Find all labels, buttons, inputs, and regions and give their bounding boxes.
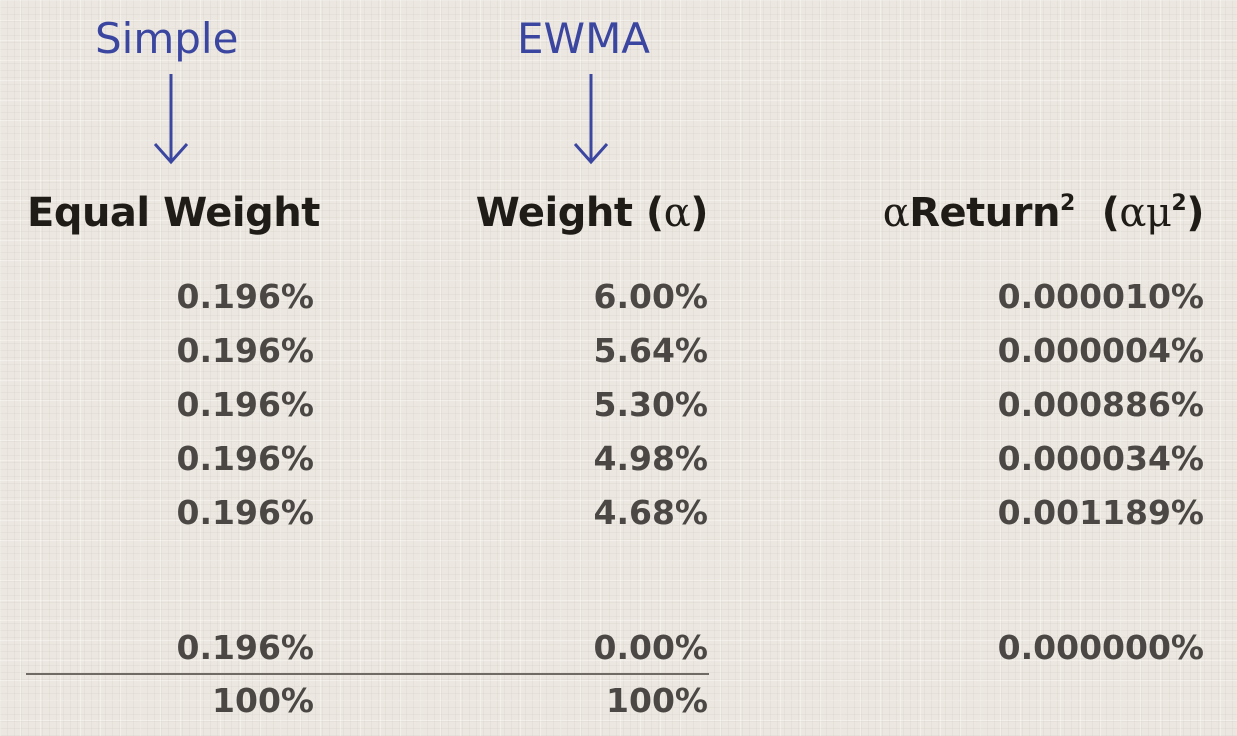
alpha-return-value: 0.000010% (997, 277, 1204, 316)
ewma-weight-value: 0.00% (593, 628, 709, 667)
ewma-weight-value: 5.64% (593, 331, 709, 370)
alpha-return-value: 0.000000% (997, 628, 1204, 667)
equal-weight-value: 0.196% (176, 277, 314, 316)
mu-symbol: μ (1145, 190, 1172, 236)
alpha-return-value: 0.000034% (997, 439, 1204, 478)
alpha-return-value: 0.000886% (997, 385, 1204, 424)
equal-weight-value: 0.196% (176, 628, 314, 667)
weight-alpha-header: Weight (α) (475, 190, 709, 236)
superscript-two: 2 (1171, 191, 1187, 216)
superscript-two: 2 (1059, 191, 1075, 216)
ewma-weight-value: 4.68% (593, 493, 709, 532)
equal-weight-value: 0.196% (176, 331, 314, 370)
ewma-label: EWMA (517, 14, 651, 63)
paren-open: ( (1101, 190, 1120, 236)
ewma-weight-value: 6.00% (593, 277, 709, 316)
simple-label: Simple (95, 14, 239, 63)
ewma-weight-value: 4.98% (593, 439, 709, 478)
return-header-text: Return (909, 190, 1060, 236)
alpha-symbol: α (663, 190, 691, 236)
equal-weight-header: Equal Weight (27, 190, 320, 236)
paren-close: ) (1186, 190, 1204, 236)
alpha-return-squared-header: αReturn2 (αμ2) (882, 190, 1205, 236)
alpha-return-value: 0.000004% (997, 331, 1204, 370)
weight-header-close: ) (690, 190, 708, 236)
ewma-weight-value: 5.30% (593, 385, 709, 424)
alpha-return-value: 0.001189% (997, 493, 1204, 532)
alpha-symbol: α (882, 190, 910, 236)
weight-header-text: Weight ( (475, 190, 664, 236)
total-divider-line (26, 673, 709, 675)
ewma-weight-total: 100% (606, 681, 708, 720)
alpha-symbol: α (1119, 190, 1146, 236)
down-arrow-icon (153, 74, 189, 165)
equal-weight-value: 0.196% (176, 493, 314, 532)
equal-weight-total: 100% (212, 681, 314, 720)
down-arrow-icon (573, 74, 609, 165)
equal-weight-value: 0.196% (176, 385, 314, 424)
equal-weight-value: 0.196% (176, 439, 314, 478)
